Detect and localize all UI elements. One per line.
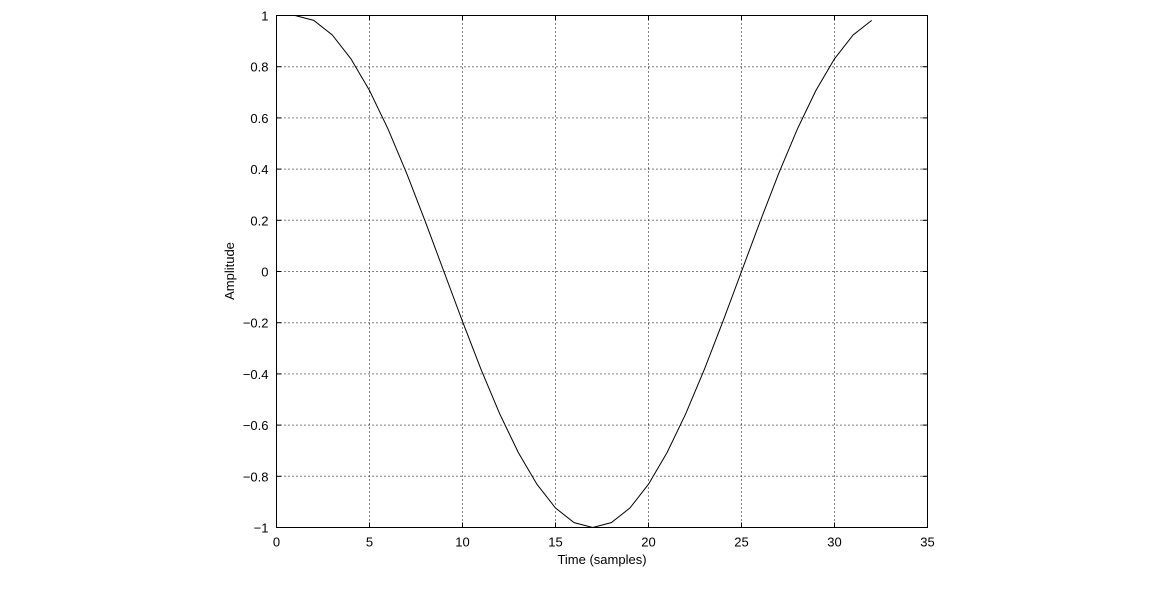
- axis-ticks: [276, 15, 928, 528]
- y-tick-label: −1: [254, 521, 269, 536]
- y-axis-label: Amplitude: [222, 242, 237, 300]
- x-tick-labels: 0 5 10 15 20 25 30 35: [273, 535, 935, 550]
- x-axis-label: Time (samples): [557, 552, 646, 567]
- x-tick-label: 0: [273, 535, 280, 550]
- series-line: [294, 15, 873, 529]
- y-tick-label: 0: [261, 265, 268, 280]
- series-layer: [294, 15, 873, 529]
- y-tick-label: 0.2: [250, 213, 268, 228]
- x-tick-label: 25: [734, 535, 748, 550]
- x-tick-label: 35: [920, 535, 934, 550]
- y-tick-label: 1: [261, 9, 268, 24]
- x-tick-label: 5: [366, 535, 373, 550]
- y-tick-labels: 1 0.8 0.6 0.4 0.2 0 −0.2 −0.4 −0.6 −0.8 −1: [243, 9, 269, 536]
- y-tick-label: −0.8: [243, 469, 269, 484]
- y-tick-label: 0.4: [250, 162, 268, 177]
- y-tick-label: 0.8: [250, 60, 268, 75]
- y-tick-label: −0.2: [243, 316, 269, 331]
- x-tick-label: 20: [641, 535, 655, 550]
- y-tick-label: 0.6: [250, 111, 268, 126]
- x-tick-label: 15: [548, 535, 562, 550]
- plot-frame: [276, 15, 928, 528]
- y-tick-label: −0.6: [243, 418, 269, 433]
- grid: [276, 15, 928, 528]
- y-tick-label: −0.4: [243, 367, 269, 382]
- x-tick-label: 10: [455, 535, 469, 550]
- x-tick-label: 30: [827, 535, 841, 550]
